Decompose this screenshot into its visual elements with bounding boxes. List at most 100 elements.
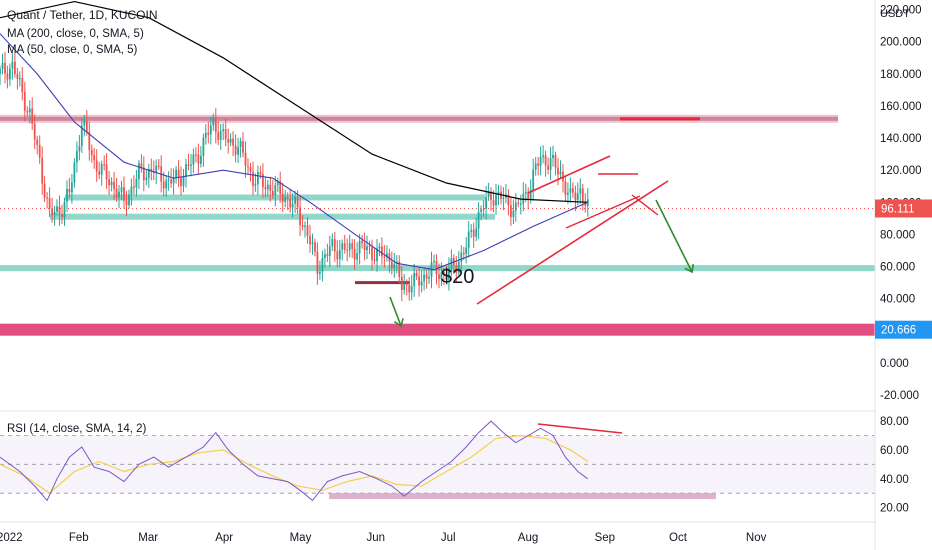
rsi-ma-line[interactable] — [0, 434, 589, 494]
candle-body[interactable] — [376, 248, 378, 261]
candle-body[interactable] — [291, 203, 294, 208]
candle-body[interactable] — [512, 210, 515, 217]
candle-body[interactable] — [495, 194, 497, 206]
candle-body[interactable] — [438, 274, 440, 280]
candle-body[interactable] — [6, 73, 9, 80]
candle-body[interactable] — [386, 253, 388, 258]
candle-body[interactable] — [333, 239, 336, 252]
rising-channel-lower[interactable] — [476, 180, 669, 305]
rsi-divergence-line[interactable] — [537, 423, 623, 434]
candle-body[interactable] — [165, 180, 168, 189]
candle-body[interactable] — [115, 188, 118, 198]
candle-body[interactable] — [266, 184, 269, 190]
candle-body[interactable] — [507, 194, 510, 206]
candle-body[interactable] — [247, 166, 249, 168]
candle-body[interactable] — [542, 155, 544, 158]
candle-body[interactable] — [269, 184, 272, 191]
candle-body[interactable] — [390, 261, 393, 269]
candle-body[interactable] — [527, 191, 530, 199]
candle-body[interactable] — [274, 185, 277, 196]
candle-body[interactable] — [425, 274, 428, 279]
candle-body[interactable] — [467, 231, 470, 248]
candle-body[interactable] — [249, 167, 252, 172]
candle-body[interactable] — [289, 199, 292, 208]
candle-body[interactable] — [353, 248, 356, 260]
candle-body[interactable] — [9, 68, 11, 80]
candle-body[interactable] — [554, 154, 557, 168]
candle-body[interactable] — [445, 274, 448, 280]
candle-body[interactable] — [48, 197, 51, 209]
candle-body[interactable] — [529, 189, 532, 199]
candle-body[interactable] — [83, 120, 86, 126]
candle-body[interactable] — [33, 123, 36, 140]
candle-body[interactable] — [120, 187, 123, 192]
candle-body[interactable] — [214, 117, 217, 133]
candle-body[interactable] — [410, 286, 413, 293]
candle-body[interactable] — [326, 254, 329, 256]
ma50-line[interactable] — [0, 33, 589, 271]
candle-body[interactable] — [63, 201, 66, 217]
candle-body[interactable] — [219, 131, 222, 140]
candle-body[interactable] — [71, 182, 73, 193]
candle-body[interactable] — [185, 164, 187, 177]
candle-body[interactable] — [46, 197, 48, 199]
candle-body[interactable] — [4, 62, 6, 74]
candle-body[interactable] — [433, 260, 435, 263]
candle-body[interactable] — [383, 256, 386, 258]
candle-body[interactable] — [328, 246, 331, 256]
candle-body[interactable] — [209, 125, 212, 135]
candle-body[interactable] — [363, 243, 366, 251]
candle-body[interactable] — [319, 271, 321, 274]
candle-body[interactable] — [21, 78, 24, 92]
candle-body[interactable] — [78, 146, 81, 152]
candle-body[interactable] — [95, 160, 98, 172]
candle-body[interactable] — [147, 168, 150, 178]
candle-body[interactable] — [547, 165, 549, 170]
candle-body[interactable] — [237, 147, 239, 155]
candle-body[interactable] — [579, 188, 582, 194]
candle-body[interactable] — [455, 265, 458, 273]
candle-body[interactable] — [192, 154, 195, 165]
candle-body[interactable] — [58, 206, 61, 215]
small-resistance-line[interactable] — [355, 281, 410, 285]
candle-body[interactable] — [61, 214, 63, 217]
candle-body[interactable] — [475, 228, 478, 237]
candle-body[interactable] — [155, 165, 158, 173]
candle-body[interactable] — [351, 243, 354, 249]
candle-body[interactable] — [108, 179, 110, 186]
candle-body[interactable] — [254, 184, 257, 186]
candle-body[interactable] — [286, 197, 289, 199]
candle-body[interactable] — [311, 242, 314, 245]
rsi-pane[interactable] — [0, 420, 875, 502]
candle-body[interactable] — [1, 62, 4, 70]
candle-body[interactable] — [341, 243, 344, 250]
candle-body[interactable] — [420, 281, 423, 286]
candle-body[interactable] — [537, 163, 540, 166]
candle-body[interactable] — [212, 117, 215, 126]
candle-body[interactable] — [321, 257, 324, 272]
candle-body[interactable] — [157, 165, 160, 167]
candle-body[interactable] — [418, 276, 420, 286]
ma200-line[interactable] — [0, 0, 588, 203]
candle-body[interactable] — [281, 193, 284, 202]
candle-body[interactable] — [113, 181, 115, 189]
candle-body[interactable] — [11, 61, 14, 69]
candle-body[interactable] — [259, 172, 262, 175]
candle-body[interactable] — [276, 180, 279, 186]
candle-body[interactable] — [242, 141, 244, 153]
candle-body[interactable] — [581, 188, 584, 202]
candle-body[interactable] — [443, 272, 445, 275]
breakdown-line[interactable] — [631, 194, 659, 216]
candle-body[interactable] — [524, 191, 527, 194]
candle-body[interactable] — [180, 177, 182, 187]
candle-body[interactable] — [378, 246, 381, 249]
candle-body[interactable] — [567, 192, 569, 195]
candle-body[interactable] — [88, 132, 91, 150]
candle-body[interactable] — [110, 181, 113, 186]
candle-body[interactable] — [435, 260, 438, 275]
candle-body[interactable] — [118, 191, 120, 198]
candle-body[interactable] — [232, 138, 234, 146]
candle-body[interactable] — [316, 251, 319, 274]
candle-body[interactable] — [85, 120, 88, 132]
